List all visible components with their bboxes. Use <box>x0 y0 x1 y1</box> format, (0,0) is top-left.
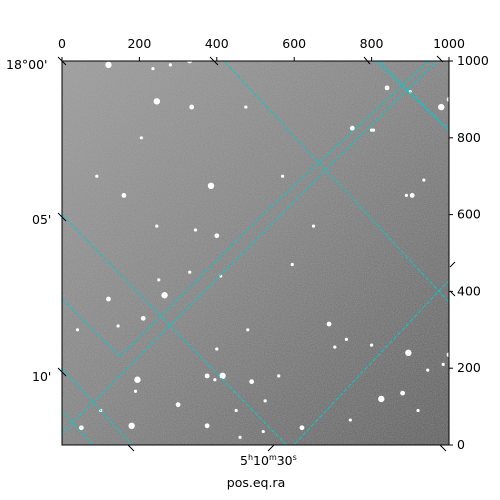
star-point <box>139 136 143 140</box>
star-field <box>75 61 449 439</box>
star-point <box>234 408 238 413</box>
star-point <box>378 395 385 403</box>
dec-label-10: 10' <box>32 369 51 384</box>
right-tick-label: 400 <box>457 283 481 298</box>
star-point <box>193 228 198 232</box>
star-point <box>106 296 111 302</box>
top-tick-label: 800 <box>360 36 384 51</box>
star-point <box>213 378 217 382</box>
sky-image-noise <box>62 61 449 445</box>
star-point <box>384 85 390 91</box>
star-point <box>438 103 445 111</box>
right-axis-ticks: 0 200 400 600 800 1000 <box>449 53 489 452</box>
grid-line <box>378 61 449 131</box>
star-point <box>121 193 127 198</box>
top-tick-label: 200 <box>127 36 151 51</box>
star-point <box>95 174 99 178</box>
star-point <box>280 174 285 178</box>
dec-label-18-00: 18°00' <box>6 57 48 72</box>
star-point <box>204 373 210 379</box>
grid-line <box>62 298 121 358</box>
star-point <box>151 67 155 71</box>
star-point <box>204 423 210 429</box>
star-point <box>409 193 415 198</box>
star-point <box>133 389 138 393</box>
star-point <box>207 182 215 189</box>
x-axis-label: pos.eq.ra <box>227 475 285 490</box>
star-point <box>153 98 161 105</box>
star-point <box>326 321 332 327</box>
top-tick-label: 0 <box>58 36 66 51</box>
star-point <box>422 178 426 182</box>
star-point <box>244 105 248 109</box>
star-point <box>134 376 141 383</box>
right-tick-label: 1000 <box>457 53 489 68</box>
star-point <box>219 372 226 380</box>
star-point <box>311 224 316 228</box>
right-tick-label: 600 <box>457 207 481 222</box>
top-axis-ticks: 0 200 400 600 800 1000 <box>58 36 465 61</box>
grid-line <box>119 206 272 358</box>
star-point <box>344 337 349 341</box>
grid-line <box>62 367 134 445</box>
star-point <box>78 425 84 431</box>
grid-line <box>270 61 430 208</box>
star-point <box>157 278 161 282</box>
star-point <box>446 97 449 102</box>
star-point <box>188 270 192 274</box>
star-point <box>446 352 449 358</box>
ra-tick-label: 5h10m30s <box>240 453 297 468</box>
right-tick-label: 200 <box>457 360 481 375</box>
star-point <box>168 63 172 67</box>
star-point <box>155 224 159 228</box>
grid-line <box>293 279 449 445</box>
grid-line <box>448 444 449 445</box>
star-point <box>189 104 195 110</box>
star-point <box>404 193 409 197</box>
star-point <box>370 343 374 347</box>
star-point <box>277 374 281 378</box>
star-point <box>299 425 305 431</box>
star-point <box>116 324 120 328</box>
wcs-edge-ticks <box>57 55 456 452</box>
star-point <box>263 399 267 403</box>
star-point <box>161 292 168 299</box>
top-tick-label: 600 <box>282 36 306 51</box>
star-point <box>140 315 146 321</box>
star-point <box>215 347 219 351</box>
grid-line <box>62 410 94 445</box>
star-point <box>75 328 80 332</box>
star-point <box>290 262 294 267</box>
star-point <box>246 328 250 332</box>
right-tick-label: 800 <box>457 130 481 145</box>
star-point <box>249 379 255 385</box>
grid-line <box>223 61 449 303</box>
star-point <box>400 390 405 396</box>
star-point <box>128 422 135 429</box>
star-point <box>214 233 220 239</box>
star-point <box>349 125 355 131</box>
star-point <box>348 418 352 422</box>
star-point <box>105 61 112 69</box>
right-tick-label: 0 <box>457 437 465 452</box>
coordinate-grid <box>62 61 449 445</box>
star-point <box>238 435 242 439</box>
star-point <box>333 345 337 349</box>
star-point <box>261 429 265 434</box>
star-point <box>175 402 181 408</box>
grid-line <box>375 61 449 132</box>
star-point <box>371 128 376 132</box>
star-point <box>187 61 193 64</box>
star-point <box>441 362 445 366</box>
dec-label-05: 05' <box>32 212 51 227</box>
star-point <box>426 368 430 372</box>
top-tick-label: 1000 <box>433 36 465 51</box>
top-tick-label: 400 <box>205 36 229 51</box>
grid-line <box>62 162 334 434</box>
grid-line <box>332 61 438 164</box>
plot-frame <box>61 60 450 446</box>
star-point <box>416 408 420 413</box>
star-point <box>405 349 412 357</box>
